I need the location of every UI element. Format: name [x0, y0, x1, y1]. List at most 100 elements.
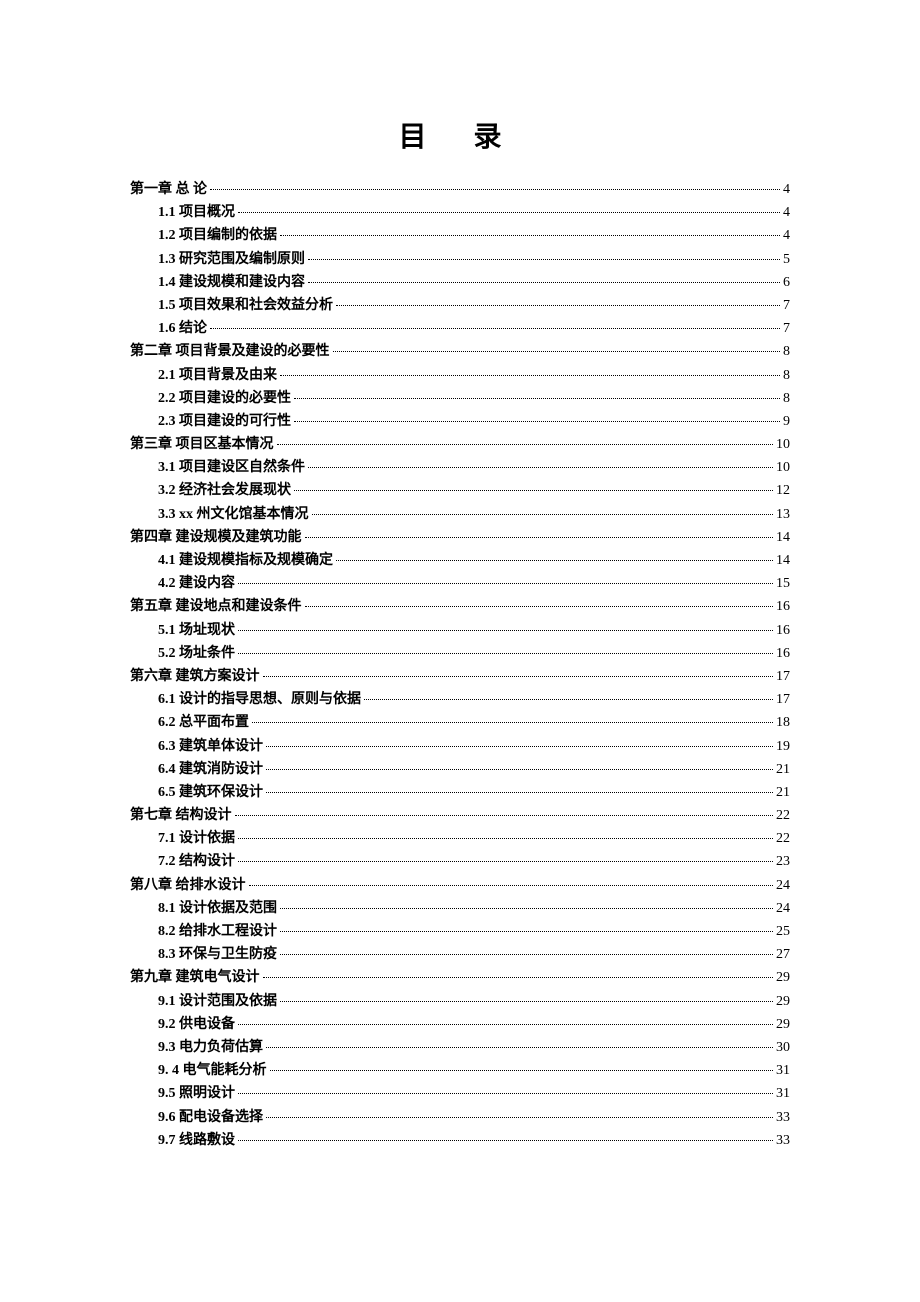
toc-entry-page: 14 [776, 554, 790, 568]
toc-entry-page: 8 [783, 345, 790, 359]
toc-leader-dots [280, 908, 773, 909]
toc-chapter-row: 第六章 建筑方案设计 17 [130, 670, 790, 684]
toc-entry-label: 3.1 项目建设区自然条件 [158, 461, 305, 475]
toc-section-row: 9.3 电力负荷估算30 [130, 1041, 790, 1055]
toc-leader-dots [210, 328, 780, 329]
toc-chapter-row: 第五章 建设地点和建设条件 16 [130, 600, 790, 614]
toc-entry-label: 2.3 项目建设的可行性 [158, 415, 291, 429]
toc-entry-page: 4 [783, 206, 790, 220]
toc-entry-page: 12 [776, 484, 790, 498]
toc-section-row: 9. 4 电气能耗分析 31 [130, 1064, 790, 1078]
toc-leader-dots [305, 537, 774, 538]
toc-entry-page: 16 [776, 647, 790, 661]
toc-entry-page: 13 [776, 508, 790, 522]
toc-entry-page: 19 [776, 740, 790, 754]
toc-section-row: 1.3 研究范围及编制原则 5 [130, 253, 790, 267]
toc-entry-label: 2.2 项目建设的必要性 [158, 392, 291, 406]
toc-entry-page: 33 [776, 1134, 790, 1148]
toc-entry-page: 24 [776, 902, 790, 916]
toc-section-row: 2.3 项目建设的可行性9 [130, 415, 790, 429]
toc-section-row: 3.1 项目建设区自然条件 10 [130, 461, 790, 475]
toc-entry-label: 9. 4 电气能耗分析 [158, 1064, 267, 1078]
toc-leader-dots [266, 792, 773, 793]
toc-entry-label: 第七章 结构设计 [130, 809, 232, 823]
toc-entry-label: 9.5 照明设计 [158, 1087, 235, 1101]
toc-section-row: 5.1 场址现状16 [130, 624, 790, 638]
toc-title: 目 录 [130, 115, 790, 155]
toc-entry-page: 5 [783, 253, 790, 267]
toc-chapter-row: 第四章 建设规模及建筑功能 14 [130, 531, 790, 545]
toc-entry-page: 22 [776, 809, 790, 823]
toc-entry-label: 8.1 设计依据及范围 [158, 902, 277, 916]
toc-leader-dots [308, 259, 780, 260]
toc-entry-label: 9.2 供电设备 [158, 1018, 235, 1032]
toc-leader-dots [280, 931, 773, 932]
toc-leader-dots [280, 375, 780, 376]
toc-entry-page: 7 [783, 299, 790, 313]
toc-entry-label: 第六章 建筑方案设计 [130, 670, 260, 684]
toc-entry-page: 23 [776, 855, 790, 869]
toc-leader-dots [235, 815, 774, 816]
toc-leader-dots [252, 722, 773, 723]
toc-entry-label: 6.2 总平面布置 [158, 716, 249, 730]
toc-section-row: 3.3 xx 州文化馆基本情况 13 [130, 508, 790, 522]
toc-leader-dots [305, 606, 774, 607]
toc-entry-label: 7.2 结构设计 [158, 855, 235, 869]
toc-entry-label: 6.5 建筑环保设计 [158, 786, 263, 800]
toc-entry-label: 9.7 线路敷设 [158, 1134, 235, 1148]
toc-entry-page: 21 [776, 786, 790, 800]
toc-entry-page: 30 [776, 1041, 790, 1055]
toc-entry-label: 第八章 给排水设计 [130, 879, 246, 893]
toc-container: 第一章 总 论41.1 项目概况41.2 项目编制的依据41.3 研究范围及编制… [130, 183, 790, 1148]
toc-entry-label: 7.1 设计依据 [158, 832, 235, 846]
toc-entry-label: 第五章 建设地点和建设条件 [130, 600, 302, 614]
toc-leader-dots [249, 885, 774, 886]
toc-chapter-row: 第八章 给排水设计 24 [130, 879, 790, 893]
toc-leader-dots [294, 421, 780, 422]
toc-section-row: 2.1 项目背景及由来8 [130, 369, 790, 383]
toc-section-row: 1.1 项目概况4 [130, 206, 790, 220]
toc-entry-label: 1.3 研究范围及编制原则 [158, 253, 305, 267]
toc-section-row: 7.1 设计依据22 [130, 832, 790, 846]
toc-entry-page: 24 [776, 879, 790, 893]
toc-section-row: 2.2 项目建设的必要性 8 [130, 392, 790, 406]
toc-leader-dots [294, 398, 780, 399]
toc-leader-dots [238, 1024, 773, 1025]
toc-section-row: 9.1 设计范围及依据29 [130, 995, 790, 1009]
toc-leader-dots [333, 351, 781, 352]
toc-section-row: 4.2 建设内容15 [130, 577, 790, 591]
toc-leader-dots [238, 861, 773, 862]
toc-section-row: 6.4 建筑消防设计21 [130, 763, 790, 777]
toc-entry-label: 9.6 配电设备选择 [158, 1111, 263, 1125]
toc-section-row: 8.2 给排水工程设计25 [130, 925, 790, 939]
toc-entry-page: 29 [776, 971, 790, 985]
toc-entry-label: 8.2 给排水工程设计 [158, 925, 277, 939]
toc-entry-label: 6.1 设计的指导思想、原则与依据 [158, 693, 361, 707]
toc-entry-page: 31 [776, 1064, 790, 1078]
toc-entry-page: 33 [776, 1111, 790, 1125]
toc-section-row: 9.2 供电设备 29 [130, 1018, 790, 1032]
toc-leader-dots [266, 1047, 773, 1048]
toc-entry-page: 29 [776, 1018, 790, 1032]
toc-entry-page: 7 [783, 322, 790, 336]
toc-leader-dots [280, 1001, 773, 1002]
toc-entry-page: 6 [783, 276, 790, 290]
toc-entry-label: 第一章 总 论 [130, 183, 207, 197]
toc-chapter-row: 第一章 总 论 4 [130, 183, 790, 197]
toc-entry-page: 4 [783, 229, 790, 243]
toc-entry-page: 10 [776, 438, 790, 452]
toc-leader-dots [238, 1093, 773, 1094]
toc-leader-dots [266, 1117, 773, 1118]
toc-leader-dots [238, 1140, 773, 1141]
toc-entry-label: 3.3 xx 州文化馆基本情况 [158, 508, 309, 522]
toc-leader-dots [238, 630, 773, 631]
toc-entry-page: 17 [776, 693, 790, 707]
toc-entry-label: 6.4 建筑消防设计 [158, 763, 263, 777]
toc-leader-dots [238, 838, 773, 839]
toc-entry-label: 6.3 建筑单体设计 [158, 740, 263, 754]
toc-entry-page: 8 [783, 392, 790, 406]
toc-leader-dots [364, 699, 773, 700]
toc-entry-page: 4 [783, 183, 790, 197]
toc-entry-page: 16 [776, 624, 790, 638]
toc-chapter-row: 第九章 建筑电气设计 29 [130, 971, 790, 985]
